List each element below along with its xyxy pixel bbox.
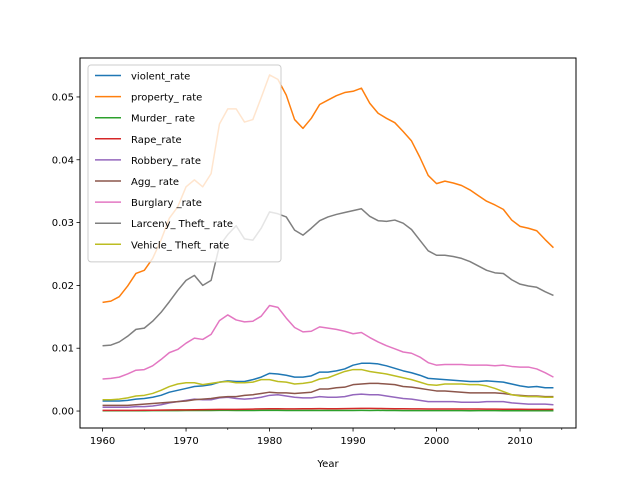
x-tick-label: 1980 <box>257 436 282 447</box>
y-tick-label: 0.04 <box>52 155 74 166</box>
y-tick-label: 0.05 <box>52 92 74 103</box>
x-tick-label: 1970 <box>173 436 198 447</box>
series-line-3 <box>102 407 554 412</box>
x-tick-label: 1990 <box>340 436 365 447</box>
x-tick-label: 2000 <box>424 436 449 447</box>
legend-box <box>87 64 282 263</box>
x-axis-label: Year <box>316 459 339 470</box>
legend-label-7: Larceny_ Theft_ rate <box>131 219 233 230</box>
y-axis-ticks: 0.00 0.01 0.02 0.03 0.04 0.05 <box>52 92 80 418</box>
y-tick-label: 0.03 <box>52 218 74 229</box>
axes-frame <box>79 57 577 429</box>
x-axis-ticks: 1960 1970 1980 1990 2000 2010 <box>90 428 563 447</box>
series-line-0 <box>102 362 554 402</box>
legend-label-1: property_ rate <box>131 93 202 104</box>
x-tick-label: 1960 <box>90 436 115 447</box>
series-line-7 <box>102 208 554 347</box>
legend-label-0: violent_rate <box>131 72 190 83</box>
legend-label-3: Rape_rate <box>131 135 182 146</box>
legend: violent_rate property_ rate Murder_ rate Ra… <box>87 64 282 263</box>
legend-label-8: Vehicle_ Theft_ rate <box>131 240 229 251</box>
y-tick-label: 0.01 <box>52 344 74 355</box>
series-line-8 <box>102 368 554 401</box>
y-tick-label: 0.02 <box>52 281 74 292</box>
legend-label-6: Burglary _rate <box>131 198 202 209</box>
x-tick-label: 2010 <box>507 436 532 447</box>
legend-label-5: Agg_ rate <box>131 177 179 188</box>
series-line-6 <box>102 304 554 380</box>
legend-label-2: Murder_ rate <box>131 114 195 125</box>
y-tick-label: 0.00 <box>52 407 74 418</box>
legend-label-4: Robbery_ rate <box>131 156 201 167</box>
series-line-5 <box>102 382 554 407</box>
